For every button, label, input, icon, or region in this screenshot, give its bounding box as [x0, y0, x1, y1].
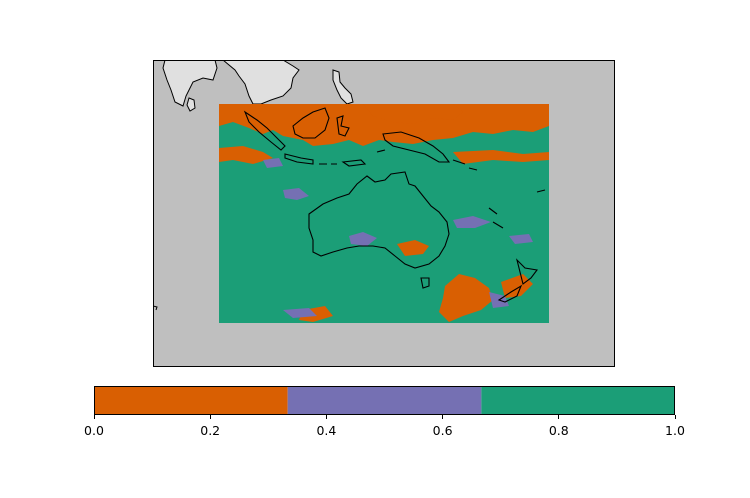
vanuatu — [488, 207, 498, 215]
colorbar-segments — [94, 386, 675, 415]
orange-band-east — [453, 150, 549, 164]
data-grid — [219, 104, 549, 323]
colorbar-tick-label: 0.8 — [548, 423, 569, 438]
colorbar-segment-2 — [481, 386, 675, 415]
colorbar-tick-label: 0.4 — [316, 423, 337, 438]
colorbar-tick-label: 0.2 — [200, 423, 221, 438]
colorbar-ticks: 0.0 0.2 0.4 0.6 0.8 1.0 — [84, 415, 685, 445]
java-coast — [284, 153, 314, 165]
colorbar — [94, 386, 675, 415]
australia-coast — [308, 171, 450, 269]
nz-south-island — [497, 284, 523, 303]
orange-patch-southeast — [439, 274, 493, 322]
orange-patch-northeast — [363, 104, 463, 124]
colorbar-tick-mark — [674, 415, 676, 419]
solomon-islands — [452, 159, 478, 171]
colorbar-tick-label: 0.6 — [432, 423, 453, 438]
new-guinea-coast — [382, 131, 451, 163]
indochina — [222, 60, 300, 105]
orange-region-north — [219, 104, 549, 146]
map-border — [153, 60, 615, 367]
purple-patch-7 — [509, 234, 533, 244]
borneo-coast — [292, 107, 330, 139]
colorbar-segment-0 — [94, 386, 288, 415]
colorbar-segment-1 — [287, 386, 482, 415]
sulawesi-coast — [336, 115, 350, 137]
purple-patch-4 — [283, 308, 317, 318]
asia-landmass — [162, 60, 218, 107]
timor-coast — [341, 159, 367, 167]
orange-band-west — [219, 146, 273, 164]
map-panel — [153, 60, 615, 367]
colorbar-tick-mark — [209, 415, 211, 419]
sumatra-coast — [243, 110, 286, 151]
colorbar-tick-label: 0.0 — [84, 423, 104, 438]
purple-patch-2 — [349, 232, 377, 246]
orange-patch-bight — [397, 240, 429, 256]
colorbar-border — [94, 386, 675, 415]
colorbar-tick-mark — [93, 415, 95, 419]
philippines — [332, 69, 354, 105]
sri-lanka — [186, 97, 196, 112]
purple-patch-6 — [263, 158, 283, 168]
small-island-west — [153, 305, 158, 311]
purple-patch-3 — [453, 216, 491, 228]
colorbar-tick-label: 1.0 — [665, 423, 685, 438]
colorbar-tick-mark — [558, 415, 560, 419]
colorbar-tick-mark — [325, 415, 327, 419]
nz-north-island — [515, 258, 538, 285]
orange-patch-nz — [501, 274, 533, 298]
purple-patch-1 — [283, 188, 309, 200]
tasmania-coast — [420, 277, 430, 289]
new-caledonia — [492, 221, 504, 229]
colorbar-tick-mark — [442, 415, 444, 419]
coastlines — [243, 107, 546, 303]
fiji — [536, 189, 546, 193]
small-islands-1 — [319, 149, 386, 165]
